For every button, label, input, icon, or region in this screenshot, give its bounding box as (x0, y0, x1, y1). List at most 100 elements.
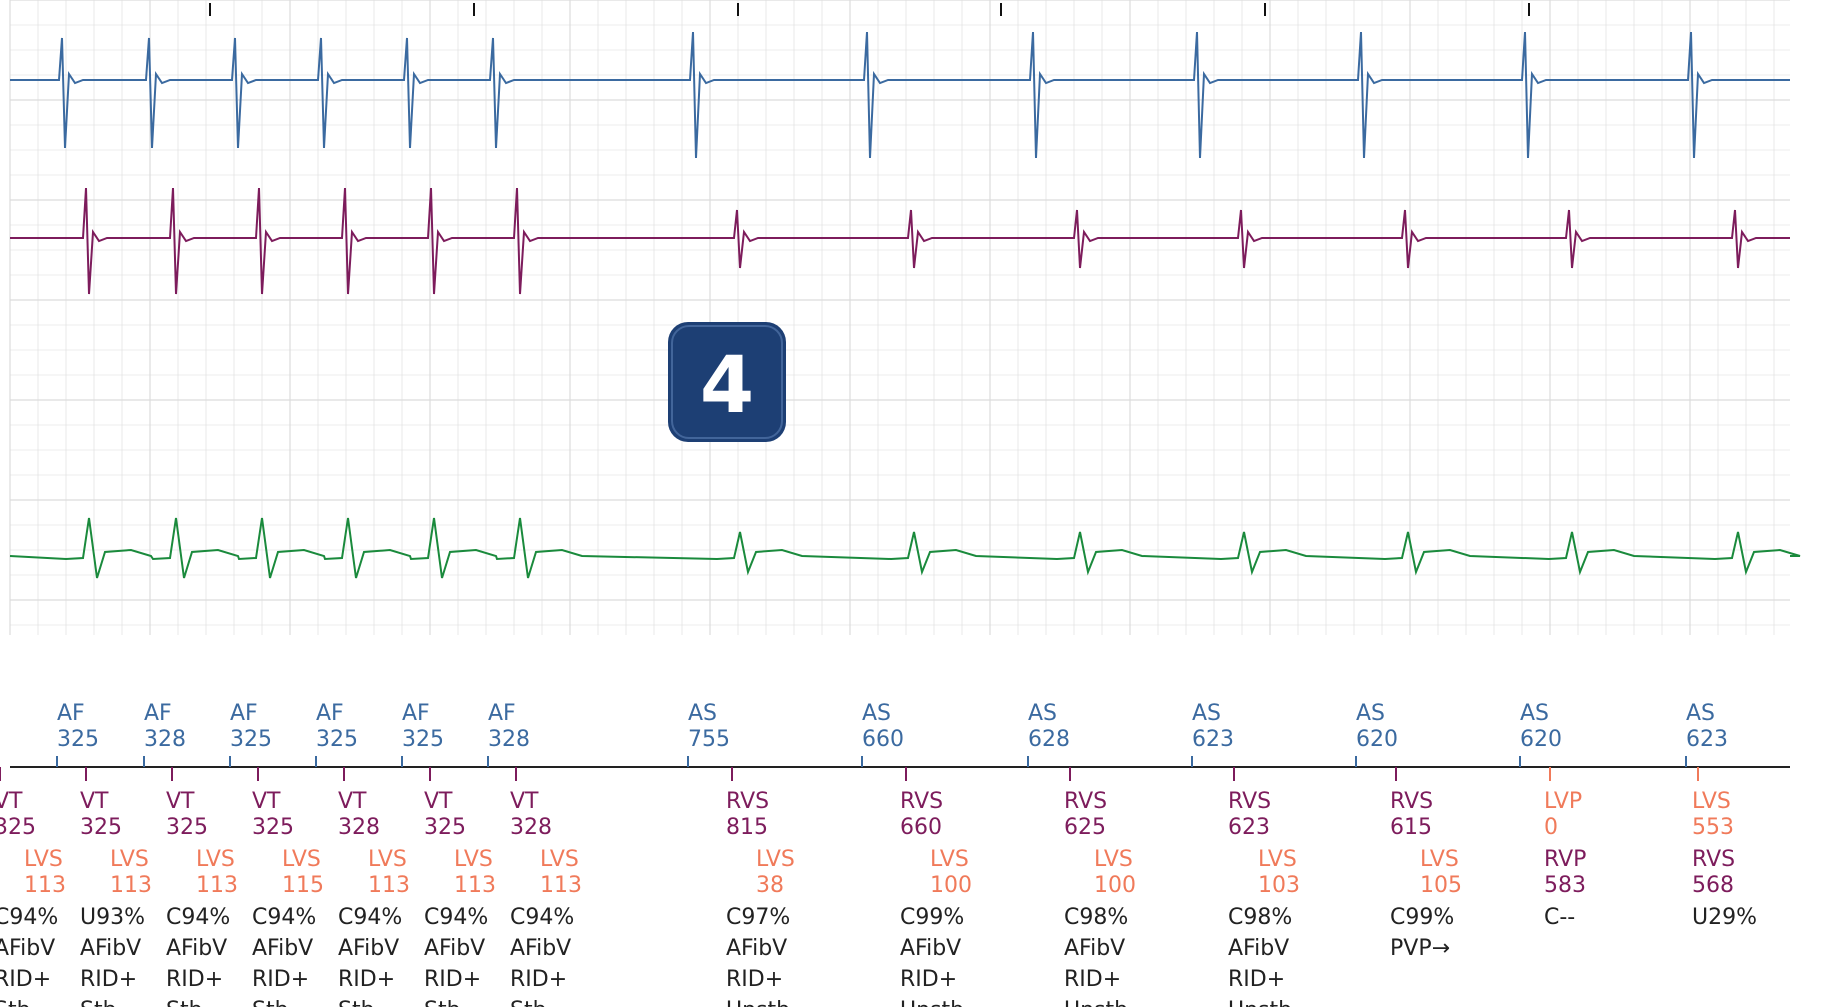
rv-marker-interval: 325 (252, 815, 294, 840)
rv-marker-interval: 328 (338, 815, 380, 840)
detection-annotation: AFibV (424, 936, 485, 961)
lv-marker-label: LVS (540, 847, 579, 872)
detection-annotation: RID+ (166, 967, 223, 992)
detection-annotation: C97% (726, 905, 790, 930)
lv-marker-interval: 38 (756, 873, 784, 898)
detection-annotation: Stb (80, 998, 117, 1007)
lv-marker-label: LVS (24, 847, 63, 872)
detection-annotation: AFibV (80, 936, 141, 961)
detection-annotation: RID+ (1228, 967, 1285, 992)
atrial-marker-label: AS (1686, 701, 1715, 726)
atrial-marker-interval: 325 (402, 727, 444, 752)
detection-annotation: C99% (1390, 905, 1454, 930)
rv-marker-label: VT (0, 789, 23, 814)
marker-channel: AF325AF328AF325AF325AF325AF328AS755AS660… (0, 701, 1757, 1007)
atrial-marker-label: AS (688, 701, 717, 726)
lv-marker-interval: 103 (1258, 873, 1300, 898)
atrial-marker-interval: 325 (230, 727, 272, 752)
rv-marker-label: VT (510, 789, 539, 814)
detection-annotation: AFibV (510, 936, 571, 961)
detection-annotation: U29% (1692, 905, 1757, 930)
lv-marker-interval: 100 (930, 873, 972, 898)
lv-marker-label: LVS (368, 847, 407, 872)
detection-annotation: RID+ (252, 967, 309, 992)
detection-annotation: Stb (338, 998, 375, 1007)
atrial-marker-interval: 623 (1192, 727, 1234, 752)
atrial-marker-label: AF (230, 701, 258, 726)
rv-marker-interval: 625 (1064, 815, 1106, 840)
lv-marker-label: LVS (110, 847, 149, 872)
lv-marker-label: LVS (196, 847, 235, 872)
atrial-marker-interval: 328 (488, 727, 530, 752)
detection-annotation: C94% (252, 905, 316, 930)
lv-marker-interval: 568 (1692, 873, 1734, 898)
detection-annotation: AFibV (0, 936, 55, 961)
detection-annotation: C94% (0, 905, 58, 930)
atrial-marker-label: AF (144, 701, 172, 726)
detection-annotation: C-- (1544, 905, 1575, 930)
detection-annotation: PVP→ (1390, 936, 1450, 961)
rv-marker-interval: 623 (1228, 815, 1270, 840)
rv-marker-interval: 325 (166, 815, 208, 840)
rv-marker-label: RVS (1390, 789, 1433, 814)
atrial-marker-label: AF (488, 701, 516, 726)
atrial-marker-interval: 620 (1356, 727, 1398, 752)
rv-marker-label: VT (252, 789, 281, 814)
atrial-marker-label: AF (402, 701, 430, 726)
detection-annotation: RID+ (1064, 967, 1121, 992)
lv-marker-interval: 113 (110, 873, 152, 898)
detection-annotation: Unstb (900, 998, 964, 1007)
lv-marker-label: LVS (282, 847, 321, 872)
detection-annotation: AFibV (338, 936, 399, 961)
rv-marker-interval: 660 (900, 815, 942, 840)
atrial-marker-label: AF (316, 701, 344, 726)
detection-annotation: RID+ (900, 967, 957, 992)
lv-marker-label: LVS (1258, 847, 1297, 872)
rv-marker-label: RVS (1064, 789, 1107, 814)
detection-annotation: C98% (1064, 905, 1128, 930)
detection-annotation: AFibV (166, 936, 227, 961)
badge-highlight (671, 325, 783, 439)
rv-marker-label: VT (80, 789, 109, 814)
lv-marker-label: LVS (1094, 847, 1133, 872)
detection-annotation: Unstb (1064, 998, 1128, 1007)
rv-marker-label: RVS (900, 789, 943, 814)
lv-marker-interval: 100 (1094, 873, 1136, 898)
rv-marker-interval: 328 (510, 815, 552, 840)
lv-marker-label: LVS (930, 847, 969, 872)
atrial-marker-label: AF (57, 701, 85, 726)
shock-egm-trace (9, 517, 1801, 579)
detection-annotation: C94% (166, 905, 230, 930)
detection-annotation: C94% (510, 905, 574, 930)
episode-number-badge: 4 (668, 322, 786, 442)
lv-marker-interval: 583 (1544, 873, 1586, 898)
rv-marker-interval: 325 (80, 815, 122, 840)
lv-marker-interval: 113 (540, 873, 582, 898)
detection-annotation: Stb (252, 998, 289, 1007)
rv-marker-interval: 0 (1544, 815, 1558, 840)
badge-number: 4 (700, 341, 754, 431)
lv-marker-interval: 105 (1420, 873, 1462, 898)
detection-annotation: Stb (166, 998, 203, 1007)
detection-annotation: RID+ (338, 967, 395, 992)
detection-annotation: Stb (510, 998, 547, 1007)
detection-annotation: C94% (424, 905, 488, 930)
atrial-marker-interval: 755 (688, 727, 730, 752)
lv-marker-interval: 115 (282, 873, 324, 898)
rv-marker-label: RVS (726, 789, 769, 814)
detection-annotation: C98% (1228, 905, 1292, 930)
atrial-marker-interval: 628 (1028, 727, 1070, 752)
lv-marker-interval: 113 (196, 873, 238, 898)
detection-annotation: AFibV (252, 936, 313, 961)
rv-marker-label: VT (166, 789, 195, 814)
atrial-marker-interval: 325 (316, 727, 358, 752)
atrial-marker-label: AS (1520, 701, 1549, 726)
detection-annotation: Unstb (1228, 998, 1292, 1007)
atrial-marker-interval: 623 (1686, 727, 1728, 752)
detection-annotation: RID+ (0, 967, 51, 992)
detection-annotation: C94% (338, 905, 402, 930)
detection-annotation: RID+ (80, 967, 137, 992)
atrial-marker-interval: 325 (57, 727, 99, 752)
rv-marker-interval: 815 (726, 815, 768, 840)
lv-marker-label: LVS (756, 847, 795, 872)
